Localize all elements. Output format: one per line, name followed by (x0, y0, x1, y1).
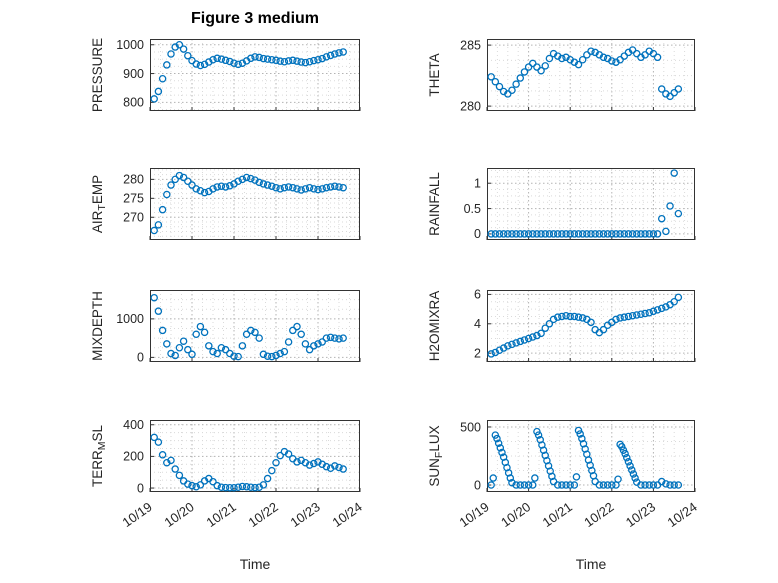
x-tick-label: 10/21 (540, 499, 575, 530)
x-axis-label-right: Time (575, 556, 607, 572)
x-tick-label: 10/22 (581, 499, 616, 530)
axes-box (150, 168, 360, 240)
y-axis-label: PRESSURE (90, 38, 105, 112)
x-tick-label: 10/23 (287, 499, 322, 530)
y-tick-label: 275 (123, 192, 144, 206)
y-tick-label: 0 (474, 227, 481, 241)
x-tick-label: 10/24 (329, 499, 364, 530)
x-tick-label: 10/20 (161, 499, 196, 530)
subplot-mixdepth: 0 1000 MIXDEPTH (90, 290, 361, 365)
y-axis-label: RAINFALL (427, 172, 442, 236)
axis-ticks: 280 285 (460, 38, 696, 113)
y-tick-label: 280 (123, 173, 144, 187)
gridlines (150, 290, 360, 362)
y-tick-label: 270 (123, 211, 144, 225)
axes-box (487, 39, 695, 111)
y-tick-label: 1000 (116, 38, 144, 52)
y-tick-label: 285 (460, 38, 481, 52)
y-tick-label: 280 (460, 99, 481, 113)
x-tick-label: 10/24 (664, 499, 699, 530)
data-markers (487, 46, 683, 101)
y-tick-label: 500 (460, 420, 481, 434)
axes-box (487, 168, 695, 240)
y-tick-label: 1 (474, 177, 481, 191)
y-tick-label: 4 (474, 317, 481, 331)
subplot-sun-flux: 10/19 10/20 10/21 10/22 10/23 10/24 0 500 SUNFLU… (427, 420, 700, 530)
axes-box (487, 420, 695, 492)
y-tick-label: 800 (123, 96, 144, 110)
y-tick-label: 6 (474, 288, 481, 302)
data-markers (487, 293, 683, 358)
subplot-air-temp: 270 275 280 AIRTEMP (90, 168, 361, 240)
data-markers (150, 171, 347, 235)
subplot-terr-msl: 10/19 10/20 10/21 10/22 10/23 10/24 0 200 400 TER… (90, 418, 365, 530)
axis-ticks: 0 1000 (116, 312, 361, 365)
y-tick-label: 0 (137, 481, 144, 495)
axis-ticks: 00.51 (464, 177, 696, 241)
x-tick-label: 10/23 (623, 499, 658, 530)
axis-ticks: 270 275 280 (123, 173, 361, 240)
y-tick-label: 400 (123, 418, 144, 432)
y-axis-label: MIXDEPTH (90, 291, 105, 361)
y-tick-label: 0 (137, 351, 144, 365)
y-axis-label: TERRMSL (90, 425, 108, 488)
x-axis-label-left: Time (239, 556, 271, 572)
y-axis-label: H2OMIXRA (427, 291, 442, 362)
subplot-theta: 280 285 THETA (427, 38, 696, 113)
figure-title: Figure 3 medium (190, 10, 320, 27)
y-axis-label: THETA (427, 53, 442, 96)
gridlines (150, 420, 360, 492)
gridlines (487, 39, 695, 111)
x-tick-label: 10/22 (245, 499, 280, 530)
axes-box (487, 290, 695, 362)
y-tick-label: 2 (474, 346, 481, 360)
axes-box (150, 290, 360, 362)
subplot-h2omixra: 2 4 6 H2OMIXRA (427, 288, 696, 362)
data-markers (150, 293, 347, 361)
gridlines (487, 290, 695, 362)
y-tick-label: 0.5 (464, 202, 481, 216)
y-axis-label: SUNFLUX (427, 425, 445, 486)
data-markers (487, 169, 683, 238)
data-markers (487, 426, 683, 489)
gridlines (150, 39, 360, 111)
axes-box (150, 39, 360, 111)
data-markers (150, 41, 347, 103)
x-tick-label: 10/20 (498, 499, 533, 530)
gridlines (487, 168, 695, 240)
subplot-pressure: 800 900 1000 PRESSURE (90, 38, 361, 112)
x-tick-label: 10/19 (456, 499, 491, 530)
y-tick-label: 900 (123, 67, 144, 81)
y-tick-label: 200 (123, 450, 144, 464)
data-markers (150, 433, 347, 492)
axis-ticks: 2 4 6 (474, 288, 696, 362)
axis-ticks: 800 900 1000 (116, 38, 361, 111)
x-tick-label: 10/21 (203, 499, 238, 530)
gridlines (150, 168, 360, 240)
y-tick-label: 1000 (116, 312, 144, 326)
y-axis-label: AIRTEMP (90, 175, 108, 233)
x-tick-label: 10/19 (119, 499, 154, 530)
y-tick-label: 0 (474, 478, 481, 492)
